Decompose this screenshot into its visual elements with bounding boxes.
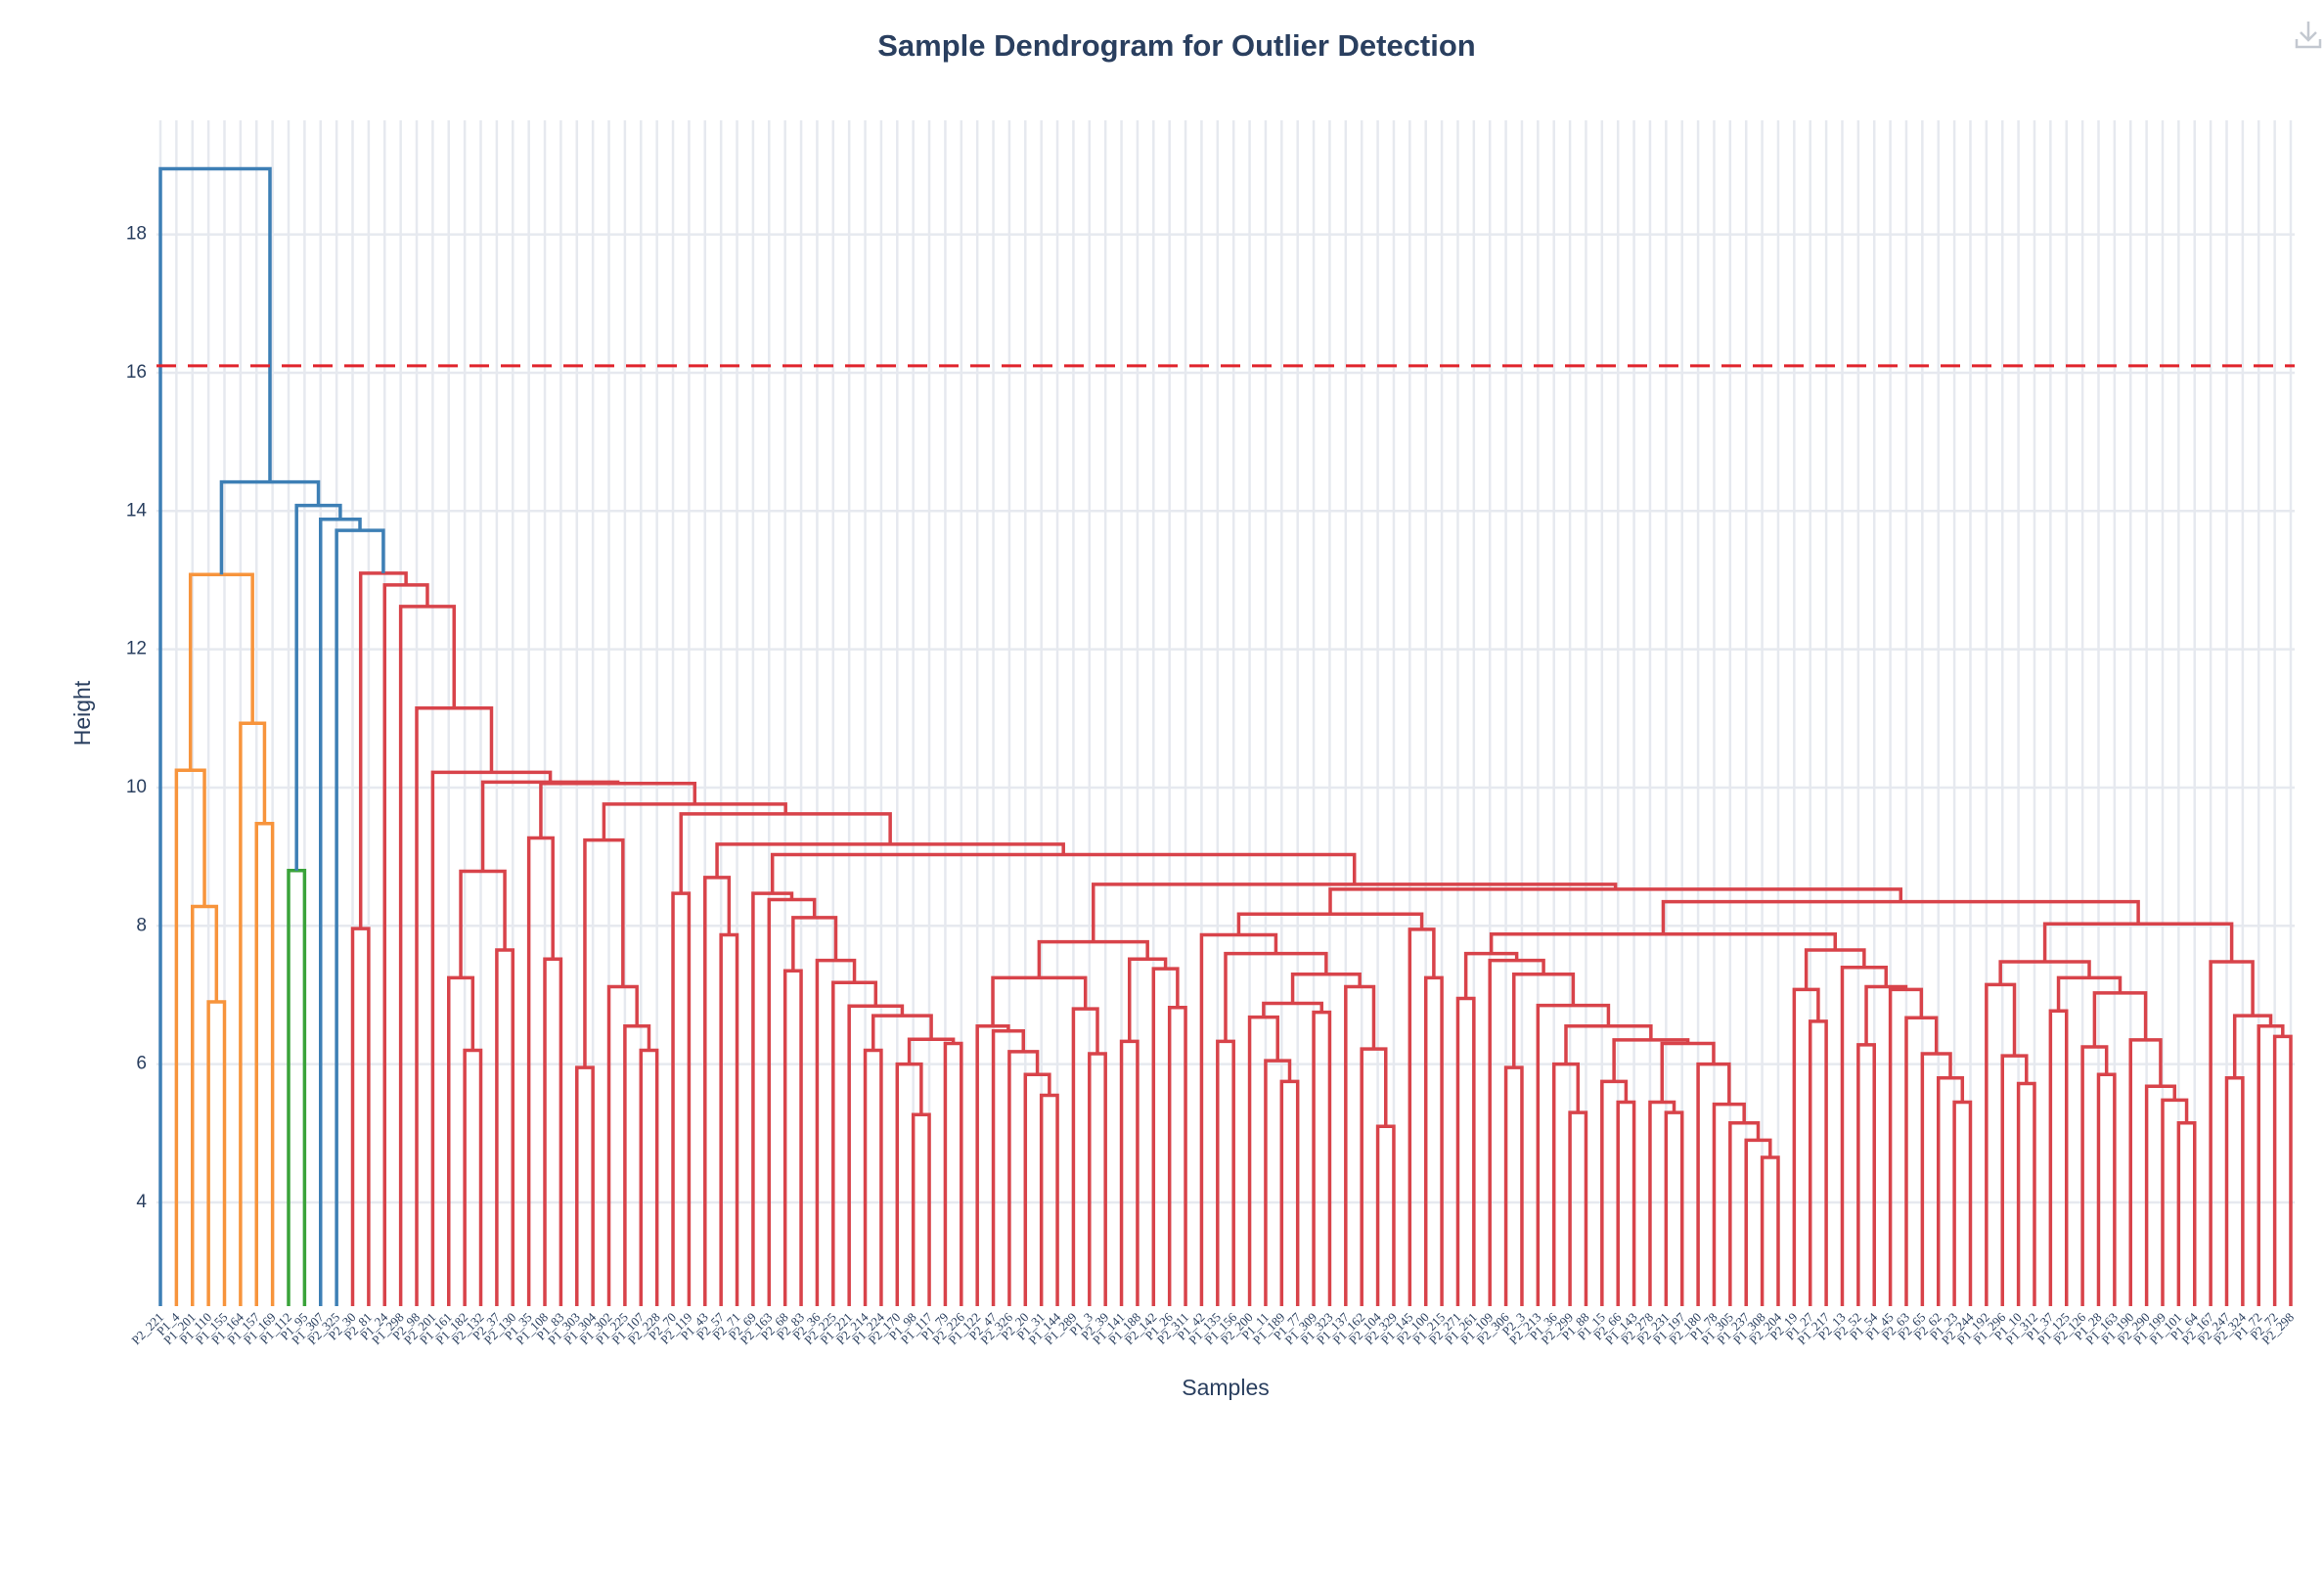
dendrogram-link — [463, 1048, 483, 1306]
dendrogram-link — [679, 812, 892, 894]
dendrogram-link — [1503, 1065, 1524, 1306]
dendrogram-link — [398, 605, 457, 1306]
dendrogram-link — [1888, 987, 1924, 1306]
y-axis-title: Height — [69, 680, 95, 746]
dendrogram-link — [1127, 957, 1168, 1042]
dendrogram-link — [1247, 1015, 1279, 1306]
dendrogram-link — [1360, 1047, 1388, 1306]
dendrogram-link — [1455, 996, 1476, 1306]
dendrogram-link — [254, 821, 275, 1306]
dendrogram-link — [602, 802, 787, 840]
dendrogram-link — [350, 927, 371, 1306]
dendrogram-link — [1808, 1019, 1828, 1306]
dendrogram-link — [2048, 1009, 2069, 1306]
dendrogram-link — [1998, 960, 2091, 985]
dendrogram-link — [1612, 1038, 1690, 1082]
x-axis-title: Samples — [1182, 1375, 1269, 1400]
dendrogram-link — [671, 891, 692, 1306]
y-tick-label: 18 — [126, 224, 147, 245]
dendrogram-link — [1264, 1059, 1292, 1306]
download-button[interactable] — [2295, 22, 2322, 49]
dendrogram-link — [2056, 975, 2123, 1012]
dendrogram-link — [751, 891, 794, 1306]
y-tick-label: 12 — [126, 639, 147, 659]
download-tray — [2295, 39, 2322, 49]
dendrogram-link — [158, 166, 272, 1306]
dendrogram-link — [206, 1000, 227, 1306]
dendrogram-link — [415, 705, 494, 1306]
y-tick-label: 14 — [126, 500, 148, 520]
download-arrow — [2300, 22, 2317, 42]
labels: 4681012141618P2_221P1_4P1_201P1_110P1_15… — [126, 224, 2297, 1348]
dendrogram-link — [447, 975, 475, 1306]
dendrogram-link — [2144, 1084, 2177, 1306]
dendrogram-link — [188, 572, 254, 771]
dendrogram-link — [1936, 1076, 1965, 1306]
dendrogram-link — [539, 781, 697, 838]
dendrogram-link — [2080, 1045, 2109, 1306]
dendrogram-link — [1092, 883, 1618, 942]
dendrogram-link — [2224, 1076, 2245, 1306]
links — [158, 166, 2293, 1306]
y-tick-label: 16 — [126, 362, 147, 383]
dendrogram-link — [1856, 1043, 1876, 1306]
dendrogram-link — [2128, 1038, 2163, 1306]
dendrogram-link — [2209, 960, 2255, 1306]
dendrogram-link — [1804, 948, 1866, 990]
dendrogram-link — [703, 876, 732, 1306]
dendrogram-link — [639, 1048, 659, 1306]
dendrogram-link — [1071, 1007, 1099, 1306]
y-tick-label: 10 — [126, 777, 147, 797]
dendrogram-link — [287, 869, 307, 1306]
dendrogram-link — [1423, 975, 1444, 1306]
dendrogram-link — [1375, 1124, 1396, 1306]
y-tick-label: 8 — [136, 915, 147, 935]
dendrogram-link — [543, 957, 563, 1306]
dendrogram-link — [575, 1065, 595, 1306]
y-tick-label: 6 — [136, 1054, 147, 1074]
dendrogram-link — [847, 1004, 905, 1306]
dendrogram-link — [2042, 922, 2234, 963]
chart-title: Sample Dendrogram for Outlier Detection — [877, 28, 1476, 63]
y-tick-label: 4 — [136, 1192, 147, 1212]
dendrogram-link — [863, 1048, 883, 1306]
dendrogram-link — [991, 975, 1088, 1026]
dendrogram-link — [495, 948, 515, 1306]
dendrogram-link — [1760, 1155, 1780, 1306]
dendrogram-link — [1328, 887, 1903, 915]
dendrogram-link — [715, 842, 1065, 878]
dendrogram-link — [1792, 987, 1820, 1306]
dendrogram-link — [782, 969, 803, 1306]
dendrogram-link — [1151, 967, 1180, 1306]
